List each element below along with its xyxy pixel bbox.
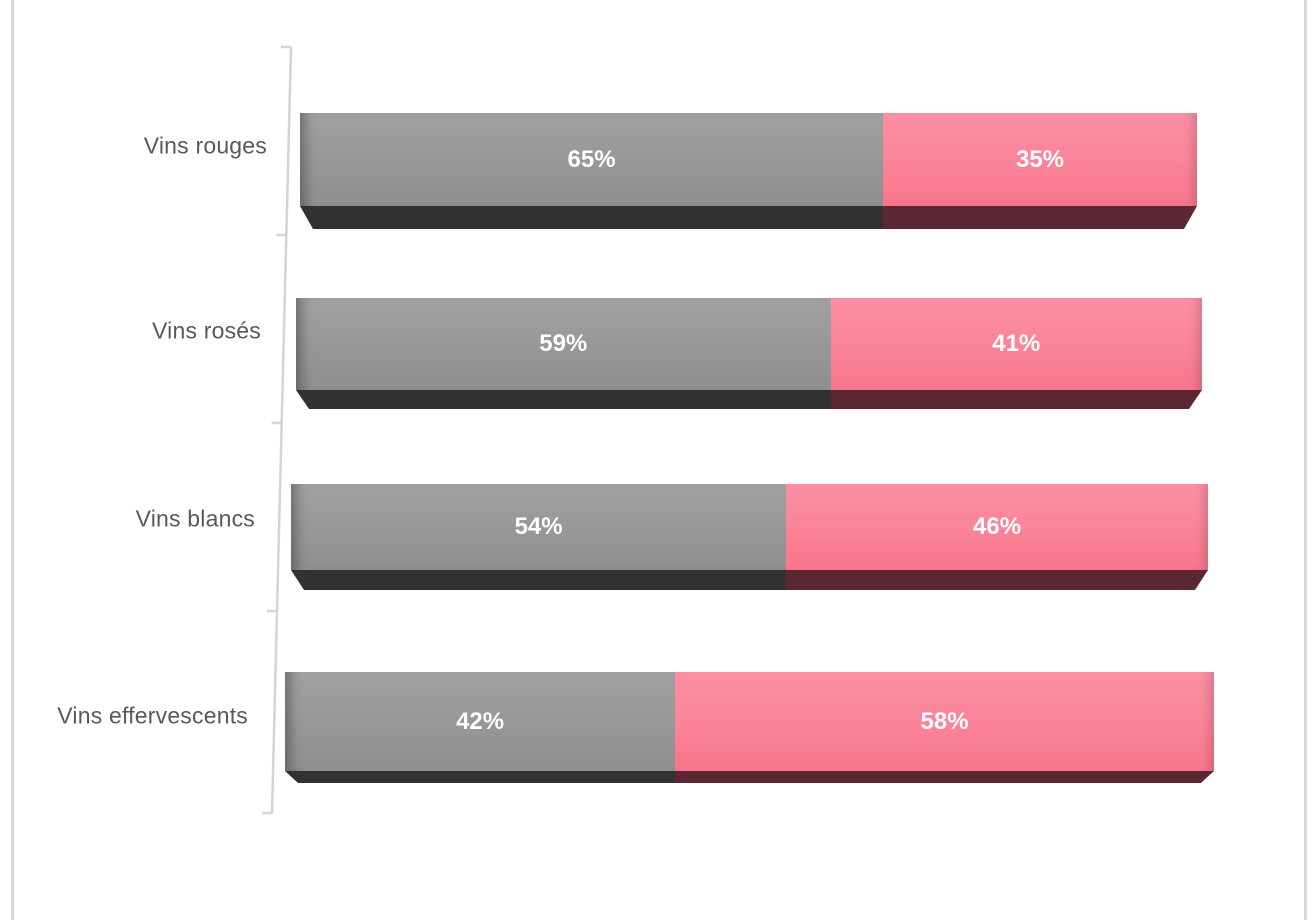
value-label: 58% xyxy=(920,707,969,735)
bar-segment-rose: 46% xyxy=(786,484,1208,570)
value-label: 65% xyxy=(567,145,616,173)
bar-row: 65% 35% xyxy=(300,113,1197,206)
value-label: 42% xyxy=(456,707,505,735)
bar-segment-rose: 41% xyxy=(830,298,1202,390)
value-label: 54% xyxy=(514,513,563,540)
bar-segment-gris: 42% xyxy=(285,672,676,771)
bar-segment-rose: 35% xyxy=(883,113,1197,206)
bottom-face-rose xyxy=(675,771,1214,783)
category-label: Vins rosés xyxy=(152,317,261,344)
value-label: 59% xyxy=(539,330,588,357)
category-label: Vins effervescents xyxy=(57,702,248,729)
bar-segment-gris: 54% xyxy=(291,484,787,570)
bar-segment-gris: 59% xyxy=(296,298,831,390)
bar-bottom-face xyxy=(296,390,1202,409)
page-right-border xyxy=(1304,0,1307,920)
bar-row: 42% 58% xyxy=(285,672,1214,771)
value-label: 41% xyxy=(992,330,1041,357)
bar-row: 59% 41% xyxy=(296,298,1202,390)
bottom-face-rose xyxy=(831,390,1202,409)
bar-row: 54% 46% xyxy=(291,484,1208,570)
category-label: Vins rouges xyxy=(143,132,267,159)
bar-bottom-face xyxy=(291,570,1208,590)
value-label: 35% xyxy=(1015,145,1065,173)
bottom-face-gris xyxy=(285,771,675,783)
bar-segment-rose: 58% xyxy=(675,672,1214,771)
bottom-face-rose xyxy=(786,570,1208,590)
value-label: 46% xyxy=(973,513,1022,540)
bar-segment-gris: 65% xyxy=(300,113,884,206)
bottom-face-gris xyxy=(296,390,831,409)
bottom-face-gris xyxy=(291,570,786,590)
bar-bottom-face xyxy=(300,206,1197,229)
bar-bottom-face xyxy=(285,771,1214,783)
bottom-face-rose xyxy=(883,206,1197,229)
category-label: Vins blancs xyxy=(135,505,255,532)
page-left-border xyxy=(11,0,14,920)
bottom-face-gris xyxy=(300,206,883,229)
